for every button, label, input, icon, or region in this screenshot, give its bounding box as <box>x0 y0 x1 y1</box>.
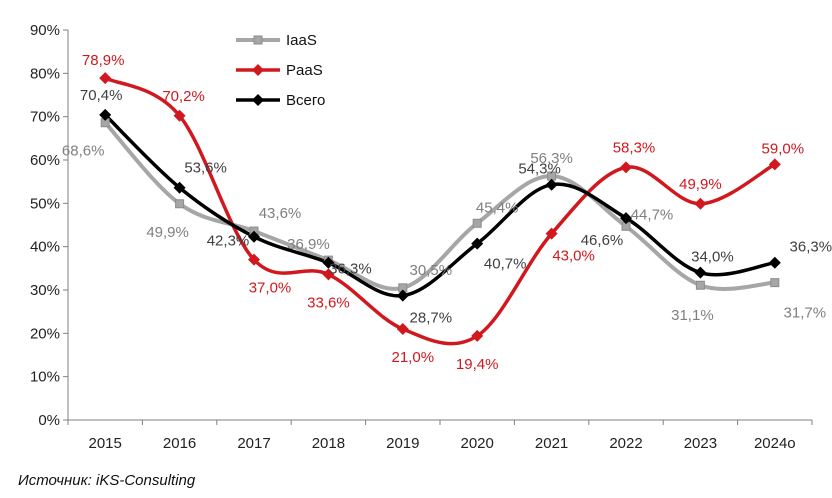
legend-label-iaas: IaaS <box>286 32 317 49</box>
x-tick-label: 2018 <box>312 435 345 452</box>
y-tick-label: 60% <box>30 152 60 169</box>
legend-marker-iaas <box>253 35 263 45</box>
data-label-всего: 46,6% <box>581 232 624 249</box>
data-label-iaas: 49,9% <box>146 224 189 241</box>
data-label-paas: 37,0% <box>249 280 292 297</box>
data-point-всего <box>99 108 112 121</box>
data-label-iaas: 30,5% <box>410 262 453 279</box>
x-tick-label: 2022 <box>609 435 642 452</box>
data-label-iaas: 56,3% <box>530 150 573 167</box>
data-label-всего: 40,7% <box>484 256 527 273</box>
y-tick-label: 30% <box>30 282 60 299</box>
legend-label-всего: Всего <box>286 92 325 109</box>
data-label-всего: 42,3% <box>207 233 250 250</box>
line-chart: 0% 10% 20% 30% 40% 50% 60% 70% 80% 90% 2015 2016 201… <box>30 22 832 452</box>
data-point-paas <box>173 109 186 122</box>
data-point-paas <box>396 323 409 335</box>
series-lines <box>103 76 777 346</box>
axes: 0% 10% 20% 30% 40% 50% 60% 70% 80% 90% 2015 2016 201… <box>30 22 813 452</box>
data-label-paas: 19,4% <box>456 356 499 373</box>
data-label-paas: 49,9% <box>679 176 722 193</box>
series-markers <box>99 72 781 342</box>
data-point-paas <box>768 158 781 171</box>
data-label-iaas: 31,7% <box>784 305 827 322</box>
source-note: Источник: iKS-Consulting <box>18 472 196 489</box>
series-line-всего <box>103 113 777 298</box>
data-point-paas <box>322 268 335 281</box>
y-tick-label: 80% <box>30 65 60 82</box>
data-label-всего: 53,6% <box>184 160 227 177</box>
data-label-paas: 78,9% <box>82 52 125 69</box>
data-point-всего <box>620 212 632 225</box>
series-line-iaas <box>103 120 777 291</box>
data-point-iaas <box>472 218 482 228</box>
x-tick-label: 2015 <box>89 435 122 452</box>
x-tick-label: 2019 <box>386 435 419 452</box>
data-label-paas: 33,6% <box>307 294 350 311</box>
legend-marker-paas <box>252 64 264 76</box>
data-point-всего <box>768 256 781 269</box>
data-point-paas <box>545 227 558 240</box>
data-point-всего <box>396 289 409 302</box>
data-point-paas <box>248 253 260 266</box>
data-label-всего: 36,3% <box>790 239 832 256</box>
y-tick-label: 40% <box>30 239 60 256</box>
legend: IaaS PaaS Всего <box>236 32 325 109</box>
y-tick-label: 0% <box>38 412 60 429</box>
data-label-paas: 43,0% <box>552 248 595 265</box>
x-tick-label: 2021 <box>535 435 568 452</box>
data-label-paas: 21,0% <box>392 349 435 366</box>
series-line-paas <box>103 76 777 346</box>
data-label-всего: 70,4% <box>80 87 123 104</box>
data-label-iaas: 36,9% <box>287 236 330 253</box>
data-label-iaas: 44,7% <box>631 206 674 223</box>
legend-marker-всего <box>252 94 264 106</box>
data-point-всего <box>248 230 260 243</box>
data-label-iaas: 31,1% <box>671 307 714 324</box>
data-labels: 68,6% 49,9% 43,6% 36,9% 30,5% 45,4% 56,3% 44,7%… <box>62 52 832 373</box>
data-label-всего: 28,7% <box>410 310 453 327</box>
data-point-paas <box>471 329 484 342</box>
data-label-paas: 58,3% <box>613 139 656 156</box>
data-point-iaas <box>770 278 780 288</box>
y-tick-label: 20% <box>30 325 60 342</box>
data-label-всего: 34,0% <box>691 249 734 266</box>
data-point-iaas <box>175 199 185 209</box>
data-label-iaas: 43,6% <box>259 205 302 222</box>
x-tick-label: 2023 <box>684 435 717 452</box>
x-tick-label: 2020 <box>461 435 494 452</box>
data-point-iaas <box>695 280 705 290</box>
data-label-paas: 70,2% <box>162 88 205 105</box>
legend-label-paas: PaaS <box>286 62 323 79</box>
data-label-paas: 59,0% <box>762 140 805 157</box>
y-tick-label: 70% <box>30 109 60 126</box>
data-point-paas <box>620 161 632 174</box>
data-point-всего <box>471 237 484 250</box>
data-point-всего <box>694 266 707 279</box>
data-point-всего <box>322 256 335 269</box>
data-point-paas <box>694 197 707 210</box>
x-tick-label: 2024о <box>754 435 796 452</box>
y-tick-label: 90% <box>30 22 60 39</box>
data-point-paas <box>99 72 112 85</box>
x-tick-label: 2017 <box>237 435 270 452</box>
y-tick-label: 50% <box>30 195 60 212</box>
data-label-всего: 54,3% <box>518 161 561 178</box>
data-label-всего: 36,3% <box>329 261 372 278</box>
data-label-iaas: 45,4% <box>476 199 519 216</box>
x-tick-label: 2016 <box>163 435 196 452</box>
data-point-всего <box>545 178 558 191</box>
y-tick-label: 10% <box>30 369 60 386</box>
data-label-iaas: 68,6% <box>62 143 105 160</box>
data-point-всего <box>173 181 186 194</box>
